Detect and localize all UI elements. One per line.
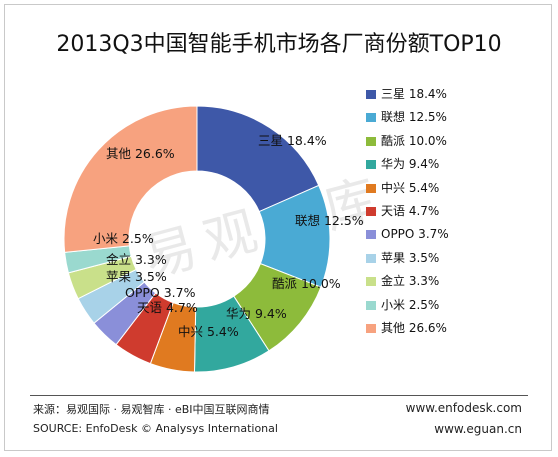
legend-label: 苹果 3.5%	[381, 250, 440, 265]
legend-swatch	[366, 183, 376, 193]
slice-label-5: 天语 4.7%	[137, 300, 198, 315]
chart-title: 2013Q3中国智能手机市场各厂商份额TOP10	[56, 32, 502, 57]
legend-swatch	[366, 230, 376, 240]
legend-swatch	[366, 113, 376, 123]
footer-site-eguan[interactable]: www.eguan.cn	[434, 422, 522, 436]
legend-label: 联想 12.5%	[381, 110, 447, 125]
slice-label-4: 中兴 5.4%	[178, 324, 239, 339]
legend-swatch	[366, 206, 376, 216]
legend-item-3: 华为 9.4%	[366, 156, 449, 179]
footer-source-cn: 来源：易观国际 · 易观智库 · eBI中国互联网商情	[33, 403, 270, 416]
legend-swatch	[366, 323, 376, 333]
legend-swatch	[366, 300, 376, 310]
legend-item-6: OPPO 3.7%	[366, 226, 449, 249]
slice-label-8: 金立 3.3%	[106, 252, 167, 267]
legend-swatch	[366, 160, 376, 170]
legend-label: OPPO 3.7%	[381, 227, 449, 242]
slice-label-6: OPPO 3.7%	[125, 285, 196, 300]
legend-item-1: 联想 12.5%	[366, 109, 449, 132]
legend-label: 酷派 10.0%	[381, 133, 447, 148]
legend-item-8: 金立 3.3%	[366, 273, 449, 296]
legend-item-10: 其他 26.6%	[366, 320, 449, 343]
legend-swatch	[366, 136, 376, 146]
legend-swatch	[366, 277, 376, 287]
donut-slice-10	[63, 105, 198, 253]
legend-swatch	[366, 90, 376, 99]
legend-label: 小米 2.5%	[381, 297, 440, 312]
footer-source-en: SOURCE: EnfoDesk © Analysys Internationa…	[33, 422, 278, 435]
slice-label-9: 小米 2.5%	[93, 231, 154, 246]
slice-label-0: 三星 18.4%	[258, 133, 327, 148]
legend-label: 华为 9.4%	[381, 157, 440, 172]
legend-item-9: 小米 2.5%	[366, 297, 449, 320]
legend-label: 中兴 5.4%	[381, 180, 440, 195]
slice-label-2: 酷派 10.0%	[272, 276, 341, 291]
legend-item-2: 酷派 10.0%	[366, 133, 449, 156]
legend-label: 其他 26.6%	[381, 320, 447, 335]
legend-label: 天语 4.7%	[381, 203, 440, 218]
legend-item-4: 中兴 5.4%	[366, 180, 449, 203]
legend-label: 金立 3.3%	[381, 274, 440, 289]
legend-item-0: 三星 18.4%	[366, 86, 449, 109]
legend-label: 三星 18.4%	[381, 87, 447, 101]
legend-swatch	[366, 253, 376, 263]
slice-label-1: 联想 12.5%	[295, 213, 364, 228]
legend-item-7: 苹果 3.5%	[366, 250, 449, 273]
footer-site-enfodesk[interactable]: www.enfodesk.com	[405, 401, 522, 415]
slice-label-7: 苹果 3.5%	[106, 269, 167, 284]
chart-legend: 三星 18.4% 联想 12.5% 酷派 10.0% 华为 9.4% 中兴 5.4% 天语…	[366, 86, 449, 343]
footer-divider	[30, 395, 528, 396]
slice-label-3: 华为 9.4%	[226, 306, 287, 321]
legend-item-5: 天语 4.7%	[366, 203, 449, 226]
slice-label-10: 其他 26.6%	[106, 146, 175, 161]
